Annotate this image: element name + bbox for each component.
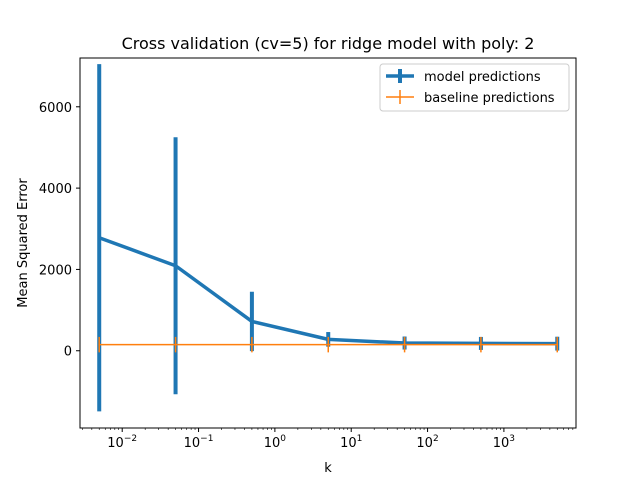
chart-title: Cross validation (cv=5) for ridge model … (122, 34, 535, 53)
y-tick-label: 4000 (39, 182, 72, 197)
y-tick-label: 6000 (39, 101, 72, 116)
data-point (98, 236, 101, 239)
data-point (480, 343, 482, 346)
data-point (98, 343, 101, 346)
data-point (403, 343, 406, 346)
data-point (174, 343, 177, 346)
data-point (174, 264, 177, 267)
legend: model predictions baseline predictions (379, 63, 570, 112)
x-tick-label: 101 (340, 434, 362, 451)
legend-item-baseline-predictions: baseline predictions (386, 90, 555, 106)
y-tick-label: 0 (64, 345, 72, 360)
x-tick-label: 103 (493, 434, 515, 451)
x-tick-label: 10−1 (184, 434, 214, 451)
legend-label: model predictions (424, 70, 541, 85)
y-tick-label: 2000 (39, 263, 72, 278)
data-point (250, 320, 254, 323)
x-tick-label: 102 (416, 434, 438, 451)
plot-area (97, 64, 560, 412)
legend-label: baseline predictions (424, 91, 555, 106)
series-line (98, 236, 558, 346)
series-baseline-predictions (98, 336, 559, 353)
x-tick-label: 100 (264, 434, 287, 451)
plot-frame (79, 57, 577, 429)
x-axis: 10−2 10−1 100 101 102 103 (81, 428, 574, 451)
legend-box (379, 63, 570, 112)
data-point (327, 343, 330, 346)
data-point (251, 343, 253, 346)
data-point (556, 343, 559, 346)
series-model-predictions (97, 64, 560, 412)
legend-item-model-predictions: model predictions (386, 69, 541, 85)
x-axis-label: k (324, 461, 332, 476)
y-axis-label: Mean Squared Error (16, 178, 31, 308)
x-tick-label: 10−2 (107, 434, 137, 451)
y-axis: 0 2000 4000 6000 (39, 101, 80, 360)
